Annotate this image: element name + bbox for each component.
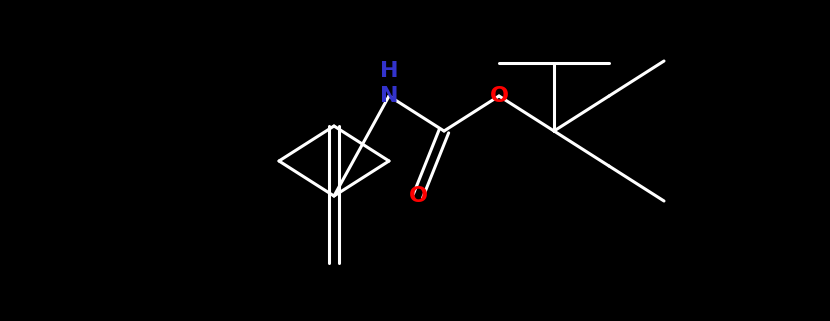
Text: H: H [380, 61, 398, 81]
Text: N: N [380, 86, 398, 106]
Text: O: O [490, 86, 509, 106]
Text: O: O [408, 186, 427, 206]
